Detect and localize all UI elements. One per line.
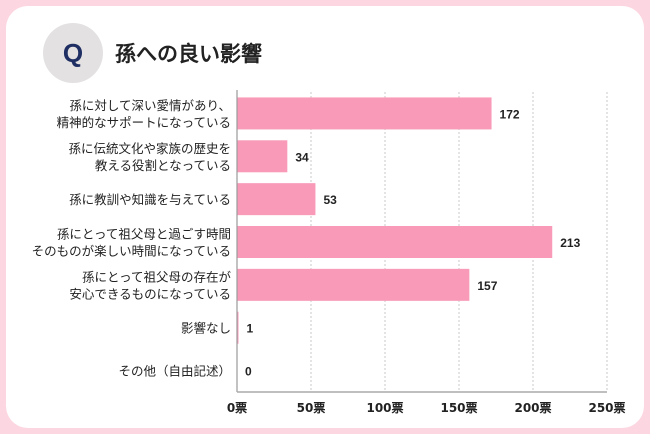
data-label: 34 — [295, 150, 309, 164]
data-label: 53 — [323, 193, 337, 207]
bar — [237, 311, 239, 344]
chart-card — [6, 6, 644, 428]
data-label: 157 — [477, 279, 497, 293]
bar — [237, 268, 470, 301]
category-label: 安心できるものになっている — [69, 286, 231, 301]
bar — [237, 183, 316, 216]
bar — [237, 226, 553, 258]
category-label: 孫に教訓や知識を与えている — [69, 192, 231, 207]
chart-title: 孫への良い影響 — [115, 42, 262, 66]
category-label: その他（自由記述） — [118, 364, 231, 379]
x-tick-label: 250票 — [588, 401, 625, 415]
category-label: 孫に伝統文化や家族の歴史を — [68, 141, 231, 156]
category-label: 孫にとって祖父母の存在が — [82, 269, 232, 284]
data-label: 1 — [246, 322, 253, 336]
data-label: 172 — [500, 107, 520, 121]
category-label: そのものが楽しい時間になっている — [32, 244, 231, 259]
data-label: 213 — [560, 236, 580, 250]
x-tick-label: 50票 — [297, 401, 326, 415]
data-label: 0 — [245, 365, 252, 379]
category-label: 孫にとって祖父母と過ごす時間 — [57, 227, 231, 242]
x-tick-label: 100票 — [366, 401, 403, 415]
category-label: 精神的なサポートになっている — [57, 115, 231, 130]
bar — [237, 97, 492, 130]
x-tick-label: 200票 — [514, 401, 551, 415]
x-tick-label: 0票 — [227, 401, 247, 415]
category-label: 教える役割となっている — [95, 158, 231, 173]
x-tick-label: 150票 — [440, 401, 477, 415]
bar — [237, 140, 288, 173]
q-badge: Q — [43, 23, 103, 83]
category-label: 影響なし — [181, 321, 231, 336]
category-label: 孫に対して深い愛情があり、 — [69, 98, 231, 113]
